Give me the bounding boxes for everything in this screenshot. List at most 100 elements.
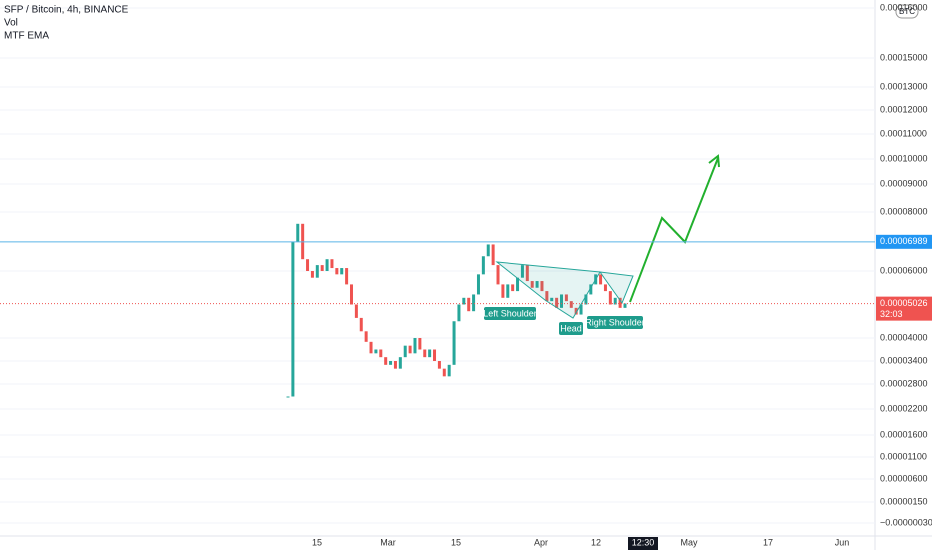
candle — [354, 304, 358, 318]
arrow-head — [708, 154, 720, 168]
candle — [467, 297, 471, 312]
candle — [564, 294, 568, 302]
candle — [320, 265, 324, 271]
candle — [525, 265, 529, 282]
candle — [569, 301, 573, 308]
candle — [520, 265, 524, 278]
candle — [501, 284, 505, 298]
annotation: Left Shoulder — [483, 308, 537, 318]
label-box — [484, 307, 536, 320]
price-tick-label: 0.00010000 — [880, 153, 928, 163]
candle — [403, 345, 407, 358]
time-label: May — [680, 537, 698, 547]
price-tick-label: 0.00011000 — [880, 128, 927, 138]
price-tag-label: 0.00005026 — [880, 298, 928, 308]
candle — [364, 331, 368, 342]
candle — [384, 357, 388, 365]
time-label: 17 — [763, 537, 773, 547]
pattern-outline — [495, 261, 634, 319]
candle — [398, 357, 402, 369]
candle — [476, 274, 480, 295]
candle — [603, 284, 607, 292]
price-tick-label: 0.00016000 — [880, 2, 928, 12]
candle — [447, 364, 451, 377]
candle — [550, 297, 554, 302]
candle — [423, 349, 427, 358]
candle — [433, 349, 437, 361]
price-tick-label: 0.00001600 — [880, 429, 928, 439]
candle — [359, 317, 363, 332]
candle — [442, 368, 446, 377]
candle — [579, 304, 583, 315]
candle — [462, 297, 466, 305]
candle — [555, 297, 559, 308]
price-tick-label: 0.00006000 — [880, 265, 928, 275]
time-label: Jun — [835, 537, 850, 547]
price-tick-label: 0.00000600 — [880, 473, 928, 483]
price-tick-label: 0.00015000 — [880, 52, 928, 62]
candle — [296, 223, 300, 242]
price-tick-label: 0.00008000 — [880, 206, 928, 216]
candle — [413, 338, 417, 354]
price-tick-label: 0.00002800 — [880, 378, 928, 388]
candle — [589, 284, 593, 295]
price-tick-label: 0.00012000 — [880, 104, 928, 114]
badge[interactable] — [895, 4, 919, 19]
candle — [408, 345, 412, 354]
candle — [623, 303, 627, 308]
candle — [457, 304, 461, 322]
candle — [452, 321, 456, 365]
candle — [584, 294, 588, 305]
price-tick-label: 0.00002200 — [880, 403, 928, 413]
annotation: Right Shoulder — [585, 317, 645, 327]
time-cursor — [628, 537, 658, 550]
candle — [472, 294, 476, 312]
indicator: MTF EMA — [4, 31, 49, 42]
candle — [618, 297, 622, 308]
candle — [389, 361, 393, 365]
price-tick-label: 0.00013000 — [880, 81, 928, 91]
candle — [306, 259, 310, 271]
candle — [540, 281, 544, 292]
plot — [0, 7, 875, 524]
candle — [369, 341, 373, 354]
time-label: 15 — [312, 537, 322, 547]
price-tick-label: 0.00003400 — [880, 355, 928, 365]
label-box — [587, 316, 643, 329]
candle — [496, 265, 500, 285]
time-label: 12:30 — [632, 537, 655, 547]
price-tag-label: 0.00006989 — [880, 236, 928, 246]
price-tag — [876, 234, 932, 249]
candle — [506, 284, 510, 298]
candle — [310, 271, 314, 278]
price-tick-label: 0.00001100 — [880, 451, 927, 461]
candle — [560, 294, 564, 308]
price-tick-label: 0.00004000 — [880, 332, 928, 342]
time-label: Mar — [380, 537, 396, 547]
candle — [379, 349, 383, 358]
label-box — [559, 322, 583, 335]
currency-badge[interactable]: BTC — [899, 7, 915, 16]
candle — [393, 361, 397, 369]
annotation: Head — [560, 323, 582, 333]
candle — [374, 349, 378, 354]
candle — [481, 256, 485, 275]
candle — [340, 268, 344, 275]
candle — [574, 307, 578, 315]
price-tick-label: 0.00009000 — [880, 178, 928, 188]
candle — [613, 297, 617, 305]
candle — [286, 396, 290, 398]
candle — [516, 277, 520, 292]
candle — [330, 259, 334, 269]
symbol-title: SFP / Bitcoin, 4h, BINANCE — [4, 5, 129, 16]
candle — [530, 281, 534, 288]
price-tick-label: −0.00000030 — [880, 517, 932, 527]
candle — [428, 349, 432, 358]
candle — [486, 244, 490, 257]
candle — [325, 259, 329, 271]
time-label: 15 — [451, 537, 461, 547]
price-tag — [876, 296, 932, 321]
candle — [345, 268, 349, 285]
candle — [437, 361, 441, 369]
